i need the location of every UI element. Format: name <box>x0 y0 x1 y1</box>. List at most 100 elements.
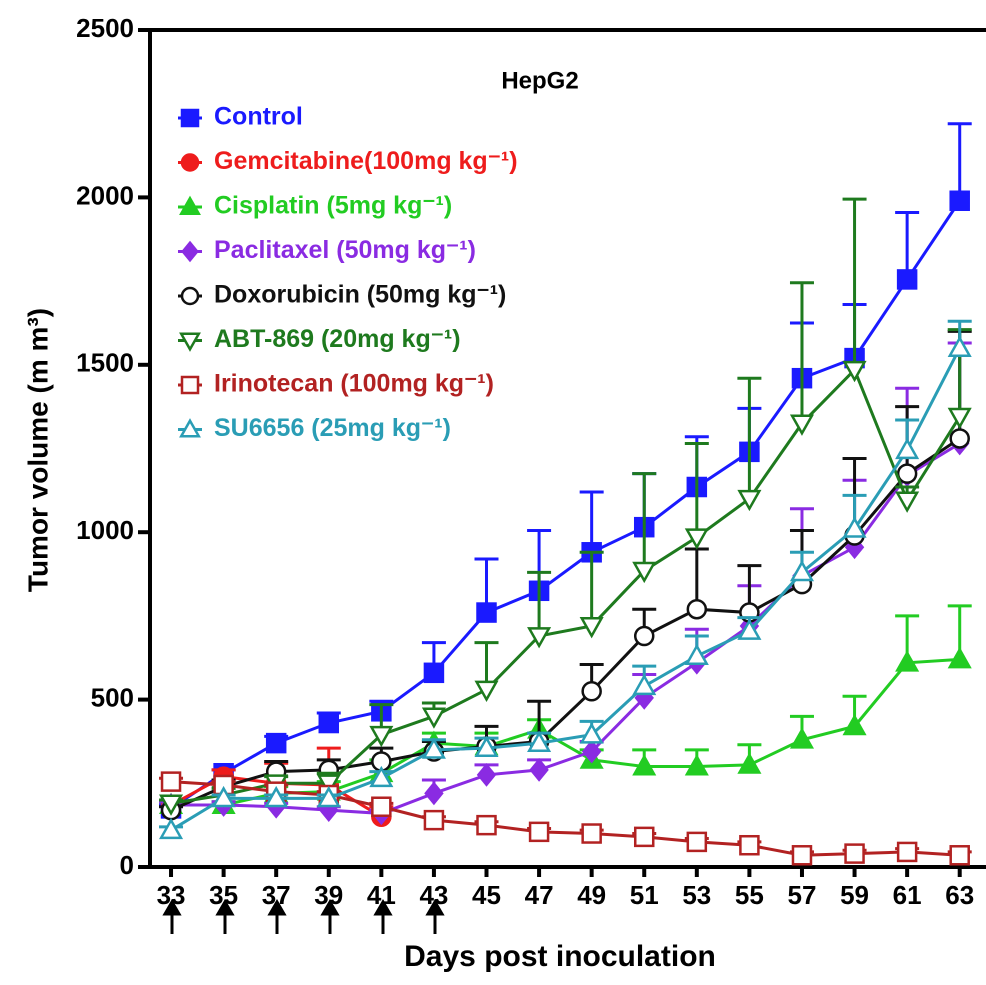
marker <box>581 680 602 702</box>
x-tick-label: 51 <box>630 880 659 910</box>
marker <box>474 680 499 703</box>
series-line <box>170 199 961 810</box>
marker <box>180 153 200 172</box>
marker <box>528 821 550 843</box>
marker <box>949 845 970 866</box>
marker <box>581 739 602 764</box>
marker <box>423 662 445 684</box>
y-tick-label: 1000 <box>76 515 134 545</box>
x-tick-label: 43 <box>419 880 448 910</box>
legend-label: ABT-869 (20mg kg⁻¹) <box>214 325 461 353</box>
marker <box>180 375 200 395</box>
dosing-arrows <box>162 899 445 934</box>
series <box>159 122 972 819</box>
marker <box>896 841 918 863</box>
x-tick-label: 39 <box>314 880 343 910</box>
series-line <box>171 442 961 815</box>
series <box>158 319 972 840</box>
x-tick-label: 35 <box>209 880 238 910</box>
marker <box>179 418 201 438</box>
marker <box>476 602 497 623</box>
legend-label: Paclitaxel (50mg kg⁻¹) <box>214 236 476 264</box>
series-line <box>170 347 962 832</box>
marker <box>684 643 709 665</box>
marker <box>895 491 920 513</box>
marker <box>265 732 287 754</box>
marker <box>632 561 657 584</box>
marker <box>421 707 446 729</box>
marker <box>739 834 760 856</box>
x-tick-label: 41 <box>367 880 396 910</box>
x-axis-label: Days post inoculation <box>404 940 716 973</box>
marker <box>476 814 497 836</box>
marker <box>371 796 392 817</box>
x-tick-label: 49 <box>577 880 606 910</box>
marker <box>318 712 340 734</box>
marker <box>421 737 446 759</box>
x-tick-label: 55 <box>735 880 764 910</box>
marker <box>316 785 341 808</box>
marker <box>842 360 867 383</box>
marker <box>947 407 972 430</box>
y-tick-label: 1500 <box>76 348 134 378</box>
x-tick-label: 47 <box>525 880 554 910</box>
marker <box>158 817 184 840</box>
series-line <box>170 437 961 812</box>
marker <box>179 195 201 216</box>
error-bar <box>947 122 972 201</box>
marker <box>896 463 918 484</box>
marker <box>949 428 970 449</box>
marker <box>844 843 865 864</box>
error-bar <box>895 210 920 280</box>
marker <box>423 809 445 831</box>
marker <box>527 730 552 753</box>
x-tick-label: 33 <box>157 880 186 910</box>
legend-label: Control <box>214 103 303 131</box>
marker <box>369 725 394 748</box>
legend-label: Irinotecan (100mg kg⁻¹) <box>214 370 494 398</box>
marker <box>737 618 762 640</box>
marker <box>842 713 867 736</box>
x-tick-label: 45 <box>472 880 501 910</box>
marker <box>579 722 604 744</box>
marker <box>633 826 655 848</box>
error-bar <box>579 550 604 626</box>
marker <box>579 617 604 639</box>
error-bar <box>632 472 657 571</box>
legend-label: SU6656 (25mg kg⁻¹) <box>214 414 451 442</box>
chart-title: HepG2 <box>501 67 578 94</box>
marker <box>179 332 201 352</box>
marker <box>895 437 920 460</box>
marker <box>529 758 549 782</box>
marker <box>633 625 655 647</box>
error-bar <box>842 197 867 370</box>
marker <box>686 831 708 853</box>
series-line <box>170 367 961 805</box>
marker <box>896 269 918 290</box>
y-tick-label: 2000 <box>76 180 134 210</box>
marker <box>158 794 184 816</box>
marker <box>947 335 972 357</box>
marker <box>737 489 762 512</box>
marker <box>632 754 657 776</box>
marker <box>211 785 236 808</box>
y-tick-label: 0 <box>120 850 134 880</box>
error-bar <box>737 376 762 499</box>
marker <box>789 727 815 749</box>
series <box>158 197 972 816</box>
marker <box>181 240 199 263</box>
marker <box>684 528 709 550</box>
marker <box>686 598 708 620</box>
x-tick-label: 61 <box>893 880 922 910</box>
marker <box>949 190 970 211</box>
y-tick-label: 2500 <box>76 13 134 43</box>
legend-label: Cisplatin (5mg kg⁻¹) <box>214 192 452 220</box>
marker <box>842 516 867 538</box>
y-axis-label: Tumor volume (m m³) <box>22 308 53 592</box>
marker <box>180 108 200 128</box>
marker <box>369 765 394 788</box>
y-tick-label: 500 <box>91 682 134 712</box>
marker <box>791 845 813 866</box>
error-bar <box>684 441 709 538</box>
